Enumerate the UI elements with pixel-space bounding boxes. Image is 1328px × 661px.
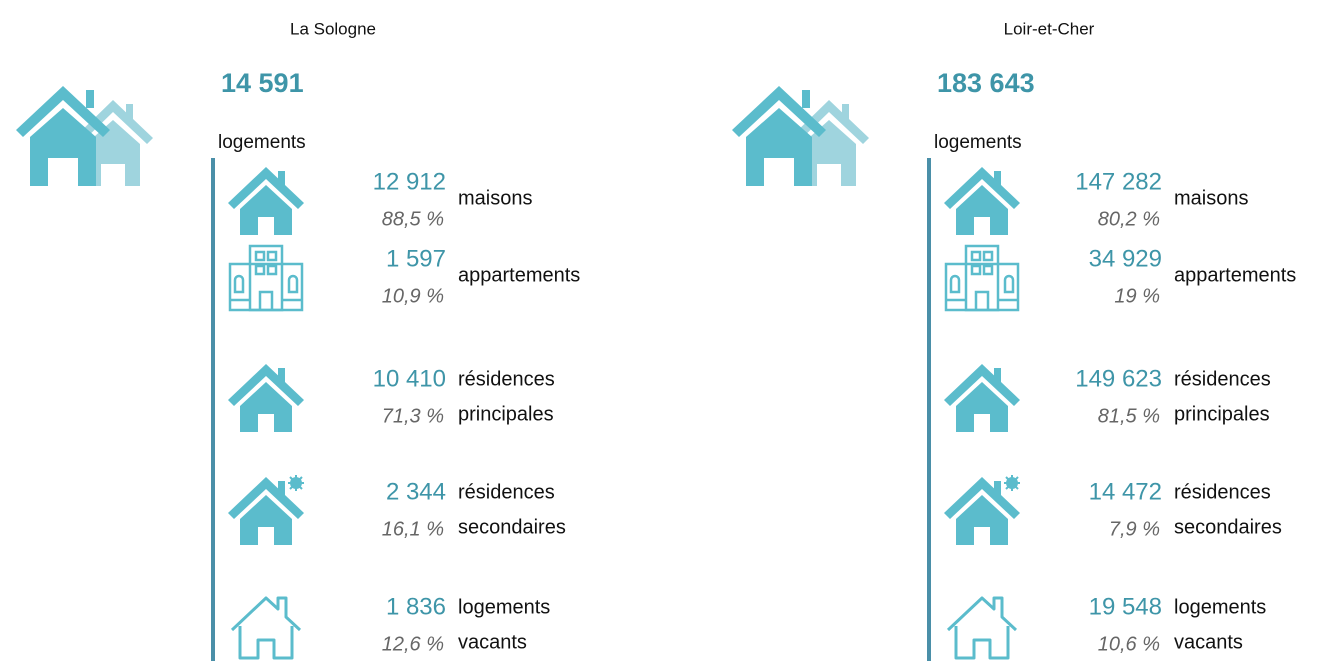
item-label: vacants bbox=[458, 631, 527, 653]
total: 183 643 bbox=[937, 68, 1035, 98]
item-percent: 7,9 % bbox=[1109, 518, 1160, 540]
item-icon bbox=[946, 596, 1018, 660]
item-label: appartements bbox=[458, 264, 580, 286]
item-icon bbox=[228, 244, 304, 312]
item-label: résidences bbox=[1174, 368, 1271, 390]
unit: logements bbox=[218, 132, 306, 153]
item-icon bbox=[944, 364, 1020, 432]
item-label: maisons bbox=[1174, 187, 1248, 209]
item-label: résidences bbox=[458, 481, 555, 503]
item-percent: 16,1 % bbox=[382, 518, 444, 540]
item-value: 12 912 bbox=[373, 168, 446, 195]
item-value: 14 472 bbox=[1089, 478, 1162, 505]
item-value: 10 410 bbox=[373, 365, 446, 392]
item-label: logements bbox=[458, 596, 550, 618]
item-value: 2 344 bbox=[386, 478, 446, 505]
panel-title: Loir-et-Cher bbox=[1004, 19, 1095, 38]
item-percent: 71,3 % bbox=[382, 405, 444, 427]
item-label: logements bbox=[1174, 596, 1266, 618]
item-value: 1 597 bbox=[386, 245, 446, 272]
item-label: principales bbox=[458, 403, 554, 425]
item-icon bbox=[230, 596, 302, 660]
item-value: 149 623 bbox=[1075, 365, 1162, 392]
item-icon bbox=[228, 475, 304, 545]
item-value: 19 548 bbox=[1089, 593, 1162, 620]
item-percent: 81,5 % bbox=[1098, 405, 1160, 427]
item-value: 147 282 bbox=[1075, 168, 1162, 195]
item-icon bbox=[944, 244, 1020, 312]
item-value: 1 836 bbox=[386, 593, 446, 620]
item-percent: 10,9 % bbox=[382, 285, 444, 307]
item-percent: 12,6 % bbox=[382, 633, 444, 655]
item-icon bbox=[944, 475, 1020, 545]
item-label: appartements bbox=[1174, 264, 1296, 286]
total: 14 591 bbox=[221, 68, 304, 98]
item-label: secondaires bbox=[458, 516, 566, 538]
item-icon bbox=[944, 167, 1020, 235]
big-house-icon bbox=[16, 86, 153, 186]
item-label: principales bbox=[1174, 403, 1270, 425]
item-icon bbox=[228, 167, 304, 235]
item-label: vacants bbox=[1174, 631, 1243, 653]
item-percent: 88,5 % bbox=[382, 208, 444, 230]
divider-bar bbox=[211, 158, 215, 661]
item-label: secondaires bbox=[1174, 516, 1282, 538]
item-percent: 10,6 % bbox=[1098, 633, 1160, 655]
item-value: 34 929 bbox=[1089, 245, 1162, 272]
item-label: résidences bbox=[458, 368, 555, 390]
panel-title: La Sologne bbox=[290, 19, 376, 38]
item-label: maisons bbox=[458, 187, 532, 209]
unit: logements bbox=[934, 132, 1022, 153]
item-label: résidences bbox=[1174, 481, 1271, 503]
item-percent: 80,2 % bbox=[1098, 208, 1160, 230]
divider-bar bbox=[927, 158, 931, 661]
big-house-icon bbox=[732, 86, 869, 186]
item-percent: 19 % bbox=[1114, 285, 1160, 307]
item-icon bbox=[228, 364, 304, 432]
